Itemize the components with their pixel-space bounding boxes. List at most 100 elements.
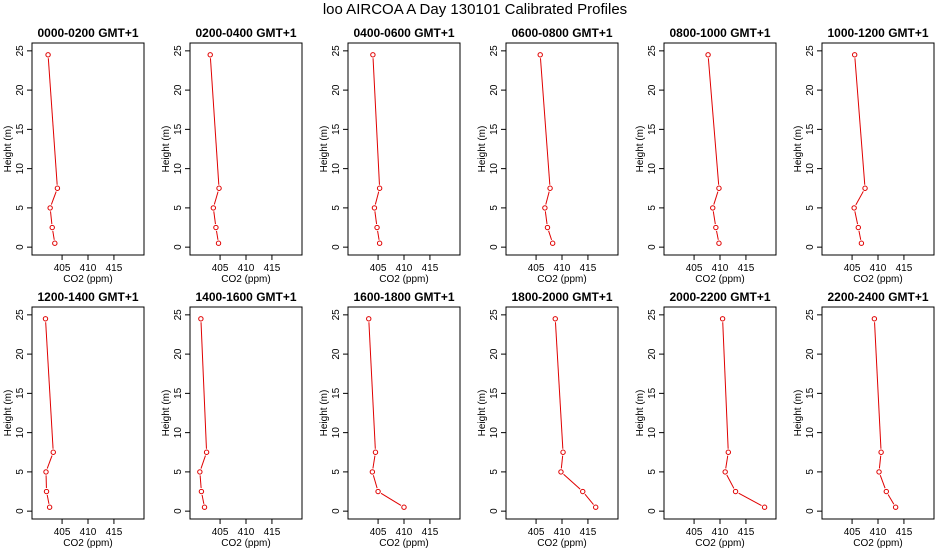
data-point — [710, 205, 716, 211]
plot-frame — [189, 306, 303, 520]
x-tick-label: 415 — [106, 263, 123, 274]
x-tick-label: 410 — [712, 527, 729, 538]
data-point — [197, 469, 203, 475]
data-point — [549, 240, 556, 246]
plot-frame — [31, 306, 145, 520]
y-tick-label: 5 — [647, 469, 658, 475]
y-tick-label: 25 — [805, 45, 816, 57]
x-tick-label: 415 — [422, 527, 439, 538]
data-point — [401, 504, 407, 510]
data-point — [725, 449, 731, 455]
y-tick-label: 0 — [489, 244, 500, 250]
y-tick-label: 15 — [647, 123, 658, 135]
y-tick-label: 10 — [15, 427, 26, 439]
y-tick-label: 10 — [805, 163, 816, 175]
data-point — [542, 205, 548, 211]
y-tick-label: 10 — [647, 163, 658, 175]
data-point — [198, 488, 205, 495]
data-point — [43, 488, 50, 495]
y-tick-label: 0 — [173, 508, 184, 514]
x-tick-label: 405 — [528, 527, 545, 538]
y-tick-label: 20 — [647, 84, 658, 96]
panel-title: 2200-2400 GMT+1 — [827, 290, 928, 304]
plot-frame — [821, 306, 935, 520]
x-tick-label: 405 — [686, 527, 703, 538]
y-tick-label: 5 — [489, 205, 500, 211]
plot-frame — [663, 42, 777, 256]
profile-segment — [45, 322, 54, 449]
y-tick-label: 10 — [647, 427, 658, 439]
data-point — [46, 504, 53, 510]
y-tick-label: 10 — [805, 427, 816, 439]
x-axis-label: CO2 (ppm) — [695, 538, 744, 549]
y-tick-label: 25 — [173, 309, 184, 321]
plot-frame — [821, 42, 935, 256]
panel-title: 0000-0200 GMT+1 — [37, 26, 138, 40]
profile-segment — [372, 58, 380, 185]
profile-segment — [209, 58, 220, 185]
data-point — [203, 449, 210, 455]
data-point — [537, 52, 543, 58]
y-tick-label: 10 — [173, 427, 184, 439]
data-point — [883, 488, 889, 495]
x-tick-label: 410 — [396, 527, 413, 538]
data-point — [580, 488, 586, 495]
profile-segment — [200, 455, 206, 469]
y-tick-label: 15 — [15, 123, 26, 135]
plot-frame — [663, 306, 777, 520]
profile-segment — [716, 230, 719, 240]
panel-title: 0800-1000 GMT+1 — [669, 26, 770, 40]
x-axis-label: CO2 (ppm) — [853, 538, 902, 549]
profile-segment — [584, 493, 594, 505]
profile-segment — [725, 455, 729, 469]
profile-segment — [722, 322, 729, 449]
panel-title: 1400-1600 GMT+1 — [195, 290, 296, 304]
plot-frame — [31, 42, 145, 256]
x-tick-label: 410 — [870, 263, 887, 274]
profile-segment — [380, 492, 402, 506]
x-tick-label: 415 — [580, 527, 597, 538]
x-tick-label: 410 — [80, 263, 97, 274]
x-axis-label: CO2 (ppm) — [221, 274, 270, 285]
x-tick-label: 410 — [712, 263, 729, 274]
y-tick-label: 10 — [331, 163, 342, 175]
data-point — [855, 224, 861, 231]
y-tick-label: 15 — [805, 123, 816, 135]
x-axis-label: CO2 (ppm) — [63, 538, 112, 549]
data-point — [376, 185, 383, 191]
profile-segment — [50, 211, 53, 225]
y-tick-label: 25 — [647, 309, 658, 321]
data-point — [547, 185, 553, 191]
y-tick-label: 5 — [647, 205, 658, 211]
data-point — [371, 205, 378, 211]
profile-segment — [878, 455, 882, 469]
y-tick-label: 5 — [173, 469, 184, 475]
plot-frame — [505, 42, 619, 256]
x-tick-label: 405 — [528, 263, 545, 274]
y-tick-label: 25 — [173, 45, 184, 57]
x-tick-label: 415 — [264, 263, 281, 274]
data-point — [374, 224, 380, 231]
profile-segment — [874, 322, 882, 449]
profile-segment — [854, 211, 859, 225]
profile-segment — [879, 474, 886, 489]
x-tick-label: 415 — [106, 527, 123, 538]
y-axis-label: Height (m) — [477, 126, 488, 173]
profile-segment — [858, 230, 862, 240]
profile-segment — [539, 58, 551, 185]
y-tick-label: 5 — [15, 469, 26, 475]
x-axis-label: CO2 (ppm) — [379, 274, 428, 285]
profile-segment — [216, 230, 219, 240]
y-tick-label: 10 — [15, 163, 26, 175]
profile-segment — [50, 191, 57, 205]
y-tick-label: 0 — [647, 244, 658, 250]
x-tick-label: 415 — [738, 263, 755, 274]
data-point — [376, 240, 383, 246]
data-point — [552, 316, 558, 322]
y-tick-label: 5 — [15, 205, 26, 211]
x-tick-label: 405 — [686, 263, 703, 274]
data-point — [207, 52, 213, 58]
